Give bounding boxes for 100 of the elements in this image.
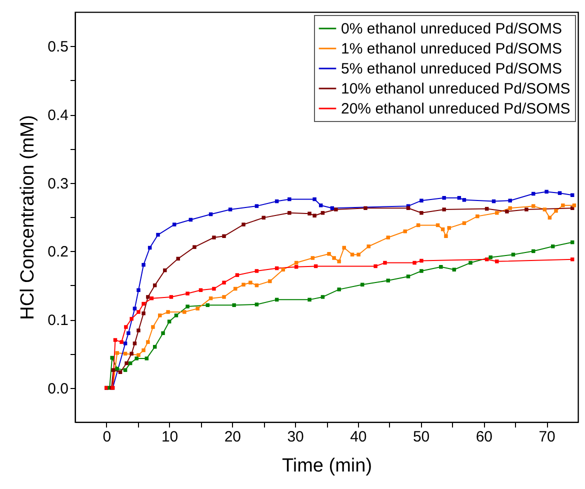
- legend-label: 20% ethanol unreduced Pd/SOMS: [341, 100, 570, 118]
- point: [198, 288, 203, 292]
- point: [161, 331, 165, 336]
- point: [318, 204, 323, 208]
- point: [505, 210, 509, 214]
- x-tick-label: 30: [287, 428, 304, 446]
- point: [406, 274, 410, 278]
- point: [158, 314, 162, 318]
- point: [442, 196, 446, 200]
- x-tick-label: 10: [161, 428, 178, 446]
- y-tick-label: 0.4: [48, 107, 68, 124]
- point: [327, 252, 331, 256]
- point: [288, 211, 292, 215]
- point: [222, 280, 226, 284]
- point: [136, 310, 140, 314]
- y-axis-title: HCl Concentration (mM): [18, 115, 39, 320]
- y-tick-label: 0.5: [48, 38, 68, 56]
- point: [531, 204, 536, 208]
- point: [124, 361, 128, 366]
- point: [476, 214, 480, 218]
- point: [134, 356, 138, 360]
- point: [337, 260, 341, 264]
- point: [462, 198, 466, 202]
- point: [488, 255, 492, 260]
- point: [132, 306, 137, 310]
- point: [126, 331, 130, 336]
- point: [156, 232, 160, 237]
- point: [383, 260, 387, 265]
- y-tick-label: 0.2: [48, 244, 68, 261]
- point: [403, 229, 407, 234]
- point: [364, 206, 368, 210]
- point: [468, 260, 472, 265]
- point: [337, 288, 341, 292]
- point: [130, 316, 134, 321]
- point: [312, 214, 316, 218]
- point: [174, 314, 178, 318]
- point: [111, 368, 116, 372]
- point: [356, 252, 360, 256]
- point: [120, 340, 124, 344]
- legend-label: 0% ethanol unreduced Pd/SOMS: [341, 20, 562, 38]
- point: [524, 208, 528, 212]
- point: [495, 260, 499, 264]
- point: [320, 295, 325, 299]
- legend-label: 5% ethanol unreduced Pd/SOMS: [341, 60, 562, 78]
- point: [550, 244, 555, 248]
- x-tick-label: 20: [224, 428, 242, 446]
- point: [452, 268, 456, 272]
- x-tick-label: 70: [538, 428, 556, 446]
- point: [235, 273, 240, 277]
- point: [386, 278, 390, 282]
- point: [268, 279, 272, 284]
- point: [130, 352, 134, 356]
- point: [248, 280, 252, 284]
- point: [136, 288, 140, 292]
- point: [439, 265, 443, 269]
- point: [342, 246, 346, 250]
- x-tick-label: 60: [476, 428, 493, 446]
- point: [554, 208, 558, 213]
- point: [412, 260, 416, 265]
- point: [166, 310, 170, 314]
- point: [420, 211, 424, 215]
- point: [254, 204, 259, 208]
- point: [123, 368, 128, 372]
- point: [167, 320, 172, 324]
- y-tick-label: 0.3: [48, 175, 68, 192]
- point: [212, 236, 216, 240]
- point: [124, 325, 128, 329]
- point: [212, 286, 216, 291]
- point: [420, 198, 424, 202]
- point: [508, 198, 512, 202]
- point: [254, 269, 259, 273]
- point: [572, 204, 576, 208]
- x-tick-label: 50: [412, 428, 430, 446]
- point: [163, 268, 167, 272]
- point: [142, 302, 146, 306]
- point: [186, 304, 190, 308]
- point: [142, 311, 146, 316]
- point: [288, 197, 292, 202]
- point: [196, 306, 200, 310]
- point: [142, 262, 146, 267]
- point: [110, 356, 114, 360]
- point: [542, 208, 547, 212]
- point: [334, 208, 338, 212]
- point: [495, 211, 499, 215]
- point: [182, 310, 186, 314]
- point: [254, 302, 259, 306]
- point: [308, 298, 312, 302]
- point: [228, 208, 232, 212]
- point: [442, 208, 446, 212]
- point: [242, 282, 246, 287]
- point: [232, 303, 236, 308]
- point: [420, 258, 424, 263]
- point: [386, 236, 390, 240]
- point: [169, 295, 174, 299]
- point: [308, 212, 312, 216]
- point: [511, 252, 516, 256]
- point: [320, 211, 325, 215]
- point: [558, 191, 562, 195]
- point: [123, 342, 128, 346]
- point: [132, 342, 137, 346]
